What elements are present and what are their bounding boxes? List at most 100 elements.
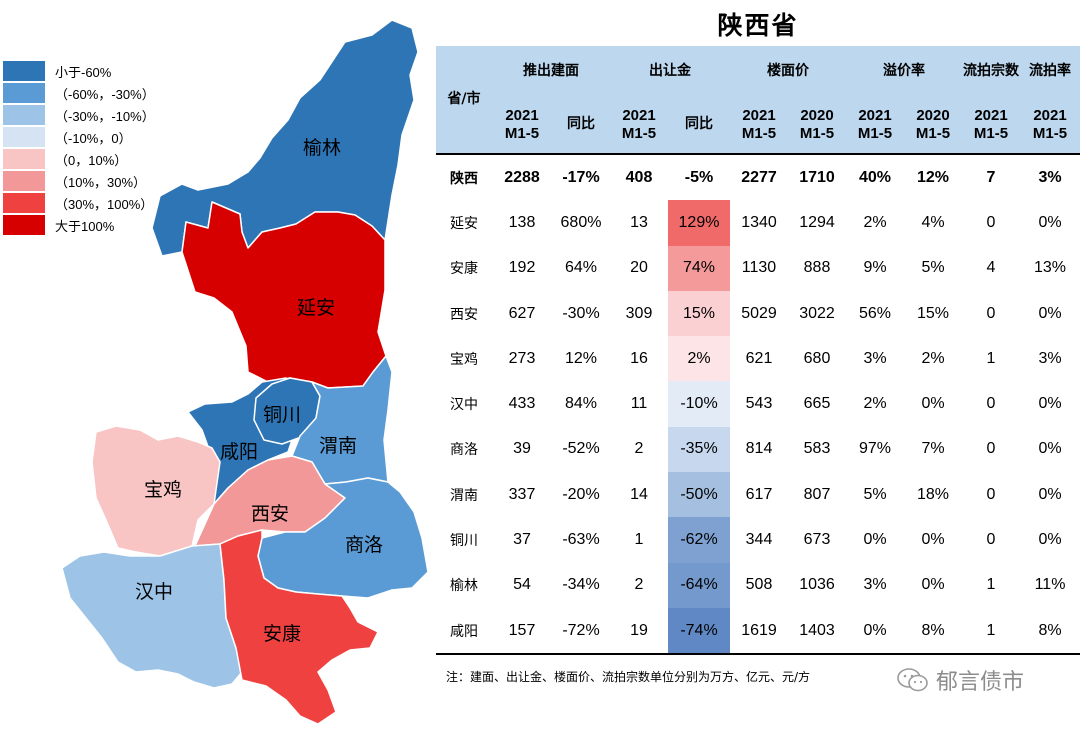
cell-failed-rate: 13% [1033, 259, 1067, 277]
legend-item: （-30%，-10%） [3, 104, 155, 126]
header-failed-count: 流拍宗数 [962, 46, 1020, 96]
data-table: 省/市 推出建面 出让金 楼面价 溢价率 流拍宗数 流拍率 2021 M1-5 … [436, 46, 1080, 655]
cell-premium-2020: 15% [916, 304, 950, 322]
legend-swatch [3, 83, 45, 103]
cell-city: 铜川 [450, 533, 478, 550]
cell-premium-2021: 97% [858, 440, 892, 458]
cell-premium-2021: 3% [863, 576, 887, 594]
cell-fee: 20 [630, 259, 648, 277]
table-header: 省/市 推出建面 出让金 楼面价 溢价率 流拍宗数 流拍率 2021 M1-5 … [436, 46, 1080, 154]
cell-failed-count: 4 [986, 259, 996, 277]
cell-failed-rate: 0% [1038, 213, 1062, 231]
cell-premium-2020: 8% [921, 621, 945, 639]
cell-premium-2020: 5% [921, 259, 945, 277]
legend-swatch [3, 215, 45, 235]
cell-premium-2020: 7% [921, 440, 945, 458]
cell-failed-rate: 0% [1038, 304, 1062, 322]
cell-price-2021: 5029 [741, 304, 777, 322]
shaanxi-map: 榆林 延安 铜川 咸阳 渭南 宝鸡 西安 商洛 汉中 安康 [61, 19, 429, 725]
table-row: 渭南 337 -20% 14 -50% 617 807 5% 18% 0 0% [436, 472, 1080, 518]
table-row: 商洛 39 -52% 2 -35% 814 583 97% 7% 0 0% [436, 426, 1080, 473]
cell-premium-2021: 0% [863, 621, 887, 639]
footnote: 注：建面、出让金、楼面价、流拍宗数单位分别为万方、亿元、元/方 [446, 670, 811, 684]
cell-fee-yoy: -74% [668, 607, 730, 655]
region-yulin [151, 19, 419, 257]
table-body: 陕西 2288 -17% 408 -5% 2277 1710 40% 12% 7 3% 延安 138 68… [436, 154, 1080, 655]
subheader-2021: 2021 M1-5 [492, 96, 552, 154]
cell-fee-yoy: -5% [668, 154, 730, 201]
cell-failed-count: 0 [986, 213, 996, 231]
cell-area-yoy: -34% [562, 576, 600, 594]
cell-city: 安康 [450, 261, 478, 278]
region-baoji [91, 425, 221, 557]
table-row: 汉中 433 84% 11 -10% 543 665 2% 0% 0 0% [436, 381, 1080, 427]
map-label-baoji: 宝鸡 [144, 479, 182, 501]
cell-fee: 16 [630, 349, 648, 367]
cell-failed-count: 1 [986, 576, 996, 594]
cell-city: 渭南 [450, 487, 478, 504]
cell-area-yoy: 680% [560, 213, 602, 231]
cell-area: 273 [508, 349, 536, 367]
legend-swatch [3, 61, 45, 81]
cell-premium-2020: 4% [921, 213, 945, 231]
region-ankang [219, 529, 379, 725]
cell-failed-rate: 0% [1038, 485, 1062, 503]
cell-fee-yoy: -35% [668, 426, 730, 473]
subheader-2020: 2020 M1-5 [904, 96, 962, 154]
cell-premium-2021: 40% [858, 168, 892, 186]
cell-fee: 13 [630, 213, 648, 231]
table-row: 咸阳 157 -72% 19 -74% 1619 1403 0% 8% 1 8% [436, 607, 1080, 655]
cell-failed-rate: 8% [1038, 621, 1062, 639]
cell-failed-count: 1 [986, 621, 996, 639]
cell-area: 2288 [504, 168, 540, 186]
legend-item: 大于100% [3, 214, 155, 236]
cell-premium-2021: 2% [863, 395, 887, 413]
cell-area-yoy: -63% [562, 531, 600, 549]
cell-area-yoy: -72% [562, 621, 600, 639]
cell-price-2021: 1619 [741, 621, 777, 639]
cell-area: 39 [513, 440, 531, 458]
cell-failed-count: 0 [986, 395, 996, 413]
legend-label: （30%，100%） [55, 196, 154, 212]
subheader-2020: 2020 M1-5 [788, 96, 846, 154]
table-row: 陕西 2288 -17% 408 -5% 2277 1710 40% 12% 7 3% [436, 154, 1080, 201]
cell-premium-2020: 0% [921, 395, 945, 413]
cell-area-yoy: 84% [564, 395, 598, 413]
cell-price-2021: 2277 [741, 168, 777, 186]
cell-premium-2020: 18% [916, 485, 950, 503]
cell-city: 咸阳 [450, 623, 478, 640]
cell-failed-count: 0 [986, 440, 996, 458]
cell-failed-rate: 0% [1038, 531, 1062, 549]
cell-area-yoy: -30% [562, 304, 600, 322]
cell-price-2020: 665 [803, 395, 831, 413]
legend-label: （-30%，-10%） [55, 108, 155, 124]
cell-area: 157 [508, 621, 536, 639]
cell-city: 西安 [450, 306, 478, 323]
cell-fee-yoy: 2% [668, 336, 730, 382]
region-yanan [181, 201, 387, 389]
cell-price-2021: 621 [745, 349, 773, 367]
cell-failed-count: 0 [986, 485, 996, 503]
cell-failed-rate: 0% [1038, 395, 1062, 413]
cell-fee-yoy: -64% [668, 562, 730, 608]
legend-label: （10%，30%） [55, 174, 147, 190]
cell-price-2020: 1036 [799, 576, 835, 594]
header-land-fee: 出让金 [610, 46, 730, 96]
legend-item: 小于-60% [3, 60, 155, 82]
cell-premium-2020: 0% [921, 531, 945, 549]
map-label-xianyang: 咸阳 [220, 441, 258, 463]
legend-item: （0，10%） [3, 148, 155, 170]
cell-price-2020: 807 [803, 485, 831, 503]
cell-premium-2021: 0% [863, 531, 887, 549]
header-premium-rate: 溢价率 [846, 46, 962, 96]
cell-price-2021: 617 [745, 485, 773, 503]
cell-price-2020: 1294 [799, 213, 835, 231]
subheader-2021: 2021 M1-5 [730, 96, 788, 154]
cell-failed-count: 0 [986, 304, 996, 322]
header-floor-price: 楼面价 [730, 46, 846, 96]
legend-swatch [3, 193, 45, 213]
cell-area-yoy: 64% [564, 259, 598, 277]
cell-premium-2020: 12% [916, 168, 950, 186]
cell-failed-rate: 0% [1038, 440, 1062, 458]
table-row: 宝鸡 273 12% 16 2% 621 680 3% 2% 1 3% [436, 336, 1080, 382]
